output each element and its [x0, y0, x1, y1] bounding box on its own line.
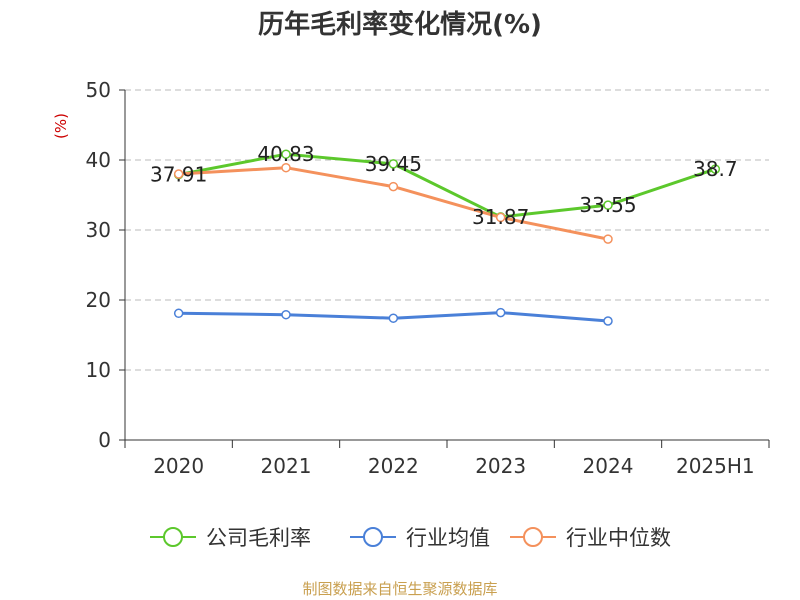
y-tick-label: 0 — [98, 428, 111, 452]
legend-label: 行业均值 — [406, 526, 490, 550]
data-label: 37.91 — [150, 163, 207, 187]
data-point — [495, 307, 506, 318]
data-point — [281, 309, 291, 320]
series-line — [178, 166, 609, 241]
legend-label: 公司毛利率 — [206, 526, 311, 550]
data-point — [388, 159, 399, 169]
x-tick-label: 2020 — [153, 454, 204, 478]
data-point — [388, 181, 399, 192]
y-tick-label: 50 — [86, 78, 111, 102]
data-label: 39.45 — [365, 152, 422, 176]
data-point — [603, 200, 613, 210]
legend-marker — [363, 527, 383, 547]
data-point — [603, 316, 613, 326]
y-axis-label: (%) — [52, 113, 70, 139]
data-label: 31.87 — [472, 205, 529, 229]
x-tick-label: 2024 — [583, 454, 634, 478]
x-tick-label: 2021 — [261, 454, 312, 478]
data-point — [603, 234, 613, 244]
data-point — [173, 308, 184, 319]
data-point — [495, 212, 506, 223]
data-point — [710, 164, 721, 174]
data-label: 33.55 — [579, 193, 636, 217]
gridlines — [125, 89, 769, 371]
data-label: 40.83 — [257, 142, 314, 166]
axes: 0 10 20 30 40 50 (%) 2020 2021 2022 2023 2024 2025H1 — [52, 78, 770, 478]
y-tick-label: 40 — [86, 148, 111, 172]
x-tick-label: 2025H1 — [676, 454, 755, 478]
x-tick-label: 2022 — [368, 454, 419, 478]
chart-title: 历年毛利率变化情况(%) — [258, 10, 542, 40]
x-tick-label: 2023 — [475, 454, 526, 478]
source-footer: 制图数据来自恒生聚源数据库 — [302, 580, 498, 598]
data-labels: 37.91 40.83 39.45 31.87 33.55 38.7 — [150, 142, 738, 229]
series — [173, 149, 721, 326]
legend-label: 行业中位数 — [566, 526, 671, 550]
y-tick-label: 20 — [86, 288, 111, 312]
data-point — [388, 313, 399, 323]
legend-marker — [163, 527, 183, 547]
series-line — [178, 152, 716, 219]
y-tick-label: 30 — [86, 218, 111, 242]
data-label: 38.7 — [693, 157, 738, 181]
data-point — [281, 149, 291, 159]
legend: 公司毛利率 行业均值 行业中位数 — [150, 526, 671, 550]
y-tick-label: 10 — [86, 358, 111, 382]
legend-marker — [523, 527, 543, 547]
data-point — [281, 162, 291, 173]
data-point — [173, 169, 184, 179]
